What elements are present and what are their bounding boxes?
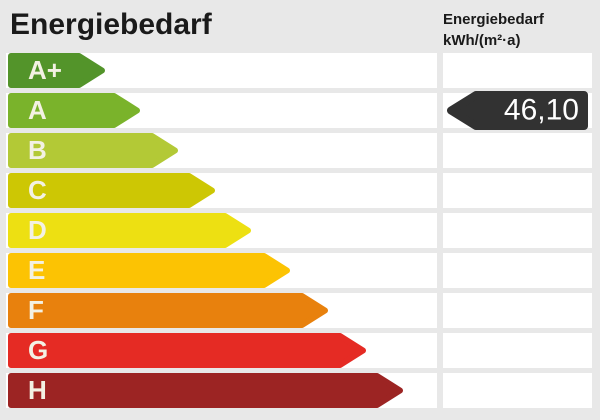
energy-class-row: F	[0, 293, 600, 328]
energy-class-label: B	[28, 134, 47, 165]
energy-class-label: G	[28, 334, 49, 365]
energy-class-arrow-b: B	[8, 133, 180, 168]
energy-scale-chart: A+ A B C D E	[0, 53, 600, 413]
indicator-arrow-icon	[447, 91, 588, 130]
class-arrow-icon	[8, 213, 251, 248]
energy-class-arrow-a: A	[8, 93, 142, 128]
scale-rows: A+ A B C D E	[0, 53, 600, 408]
row-value-cell	[443, 173, 592, 208]
row-value-cell	[443, 253, 592, 288]
energy-class-label: D	[28, 214, 47, 245]
energy-class-row: E	[0, 253, 600, 288]
energy-class-label: A+	[28, 54, 62, 85]
row-value-cell	[443, 373, 592, 408]
legend-unit: kWh/(m²·a)	[443, 32, 521, 49]
legend: Energiebedarf kWh/(m²·a)	[443, 9, 544, 51]
energy-class-row: B	[0, 133, 600, 168]
class-arrow-icon	[8, 133, 178, 168]
class-arrow-icon	[8, 93, 140, 128]
row-value-cell	[443, 133, 592, 168]
energy-class-row: C	[0, 173, 600, 208]
row-value-cell	[443, 53, 592, 88]
class-arrow-icon	[8, 173, 215, 208]
energy-class-arrow-a-plus: A+	[8, 53, 107, 88]
energy-class-row: A+	[0, 53, 600, 88]
energy-class-arrow-d: D	[8, 213, 253, 248]
energy-class-arrow-e: E	[8, 253, 292, 288]
energy-class-label: E	[28, 254, 46, 285]
class-arrow-icon	[8, 293, 328, 328]
row-value-cell	[443, 333, 592, 368]
energy-class-arrow-c: C	[8, 173, 217, 208]
energy-class-arrow-f: F	[8, 293, 330, 328]
energy-class-label: H	[28, 374, 47, 405]
energy-class-row: D	[0, 213, 600, 248]
energy-class-row: G	[0, 333, 600, 368]
energy-class-arrow-h: H	[8, 373, 405, 408]
energy-class-arrow-g: G	[8, 333, 368, 368]
class-arrow-icon	[8, 333, 366, 368]
class-arrow-icon	[8, 253, 290, 288]
energy-class-label: F	[28, 294, 44, 325]
legend-title: Energiebedarf	[443, 11, 544, 28]
page-title: Energiebedarf	[10, 8, 212, 41]
class-arrow-icon	[8, 373, 403, 408]
row-value-cell	[443, 213, 592, 248]
value-indicator: 46,10	[447, 91, 589, 130]
energy-class-label: C	[28, 174, 47, 205]
energy-class-row: H	[0, 373, 600, 408]
indicator-value: 46,10	[503, 92, 579, 126]
energy-class-label: A	[28, 94, 47, 125]
row-value-cell	[443, 293, 592, 328]
class-arrow-icon	[8, 53, 105, 88]
